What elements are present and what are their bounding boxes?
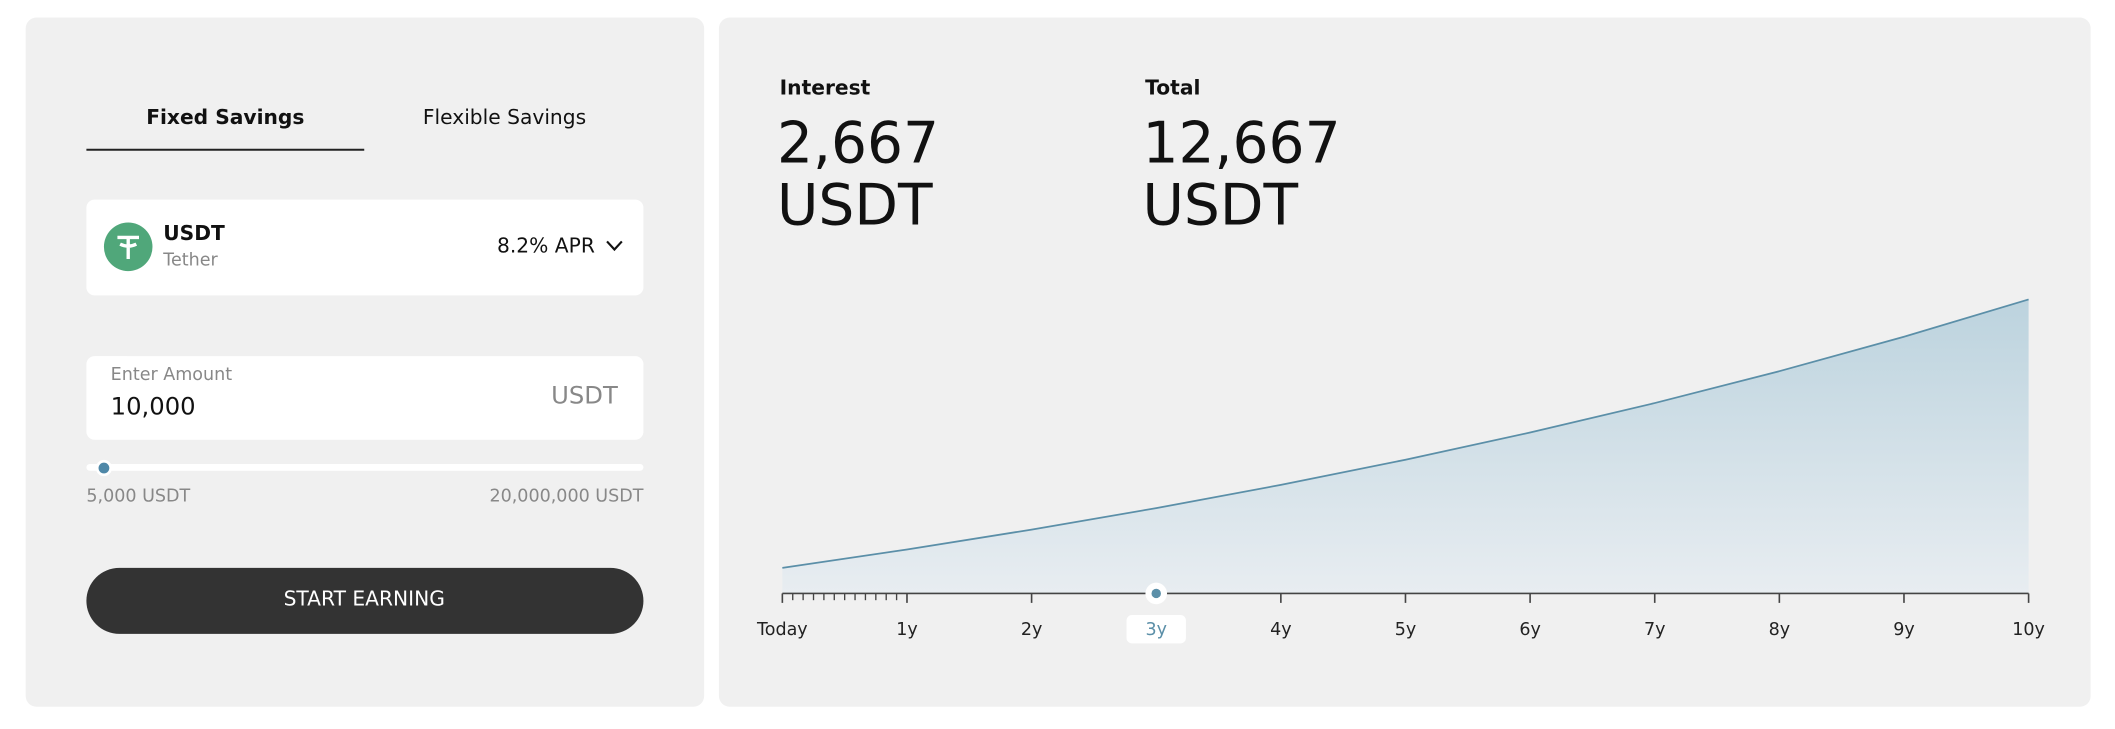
x-tick-label[interactable]: 7y <box>1644 620 1666 640</box>
x-tick-label[interactable]: Today <box>756 620 808 640</box>
area-line <box>782 298 2029 569</box>
x-tick-label[interactable]: 9y <box>1893 620 1915 640</box>
x-tick-label[interactable]: 8y <box>1769 620 1791 640</box>
interest-label: Interest <box>780 76 871 100</box>
amount-input[interactable] <box>86 356 644 440</box>
slider-max: 20,000,000 USDT <box>489 486 643 506</box>
slider-min: 5,000 USDT <box>86 486 190 506</box>
asset-symbol: USDT <box>163 221 225 245</box>
x-tick-label[interactable]: 4y <box>1270 620 1292 640</box>
total-label: Total <box>1145 76 1200 100</box>
total-value: 12,667 <box>1142 111 1340 177</box>
start-button[interactable] <box>86 567 644 634</box>
start-button-label: START EARNING <box>284 587 445 611</box>
amount-label: Enter Amount <box>111 365 233 385</box>
chevron <box>606 240 623 252</box>
asset-icon-glyph <box>117 235 140 259</box>
selected-label-bg <box>1126 615 1186 644</box>
tab[interactable]: Fixed Savings <box>146 105 304 129</box>
apr: 8.2% APR <box>497 233 595 257</box>
x-tick-label[interactable]: 6y <box>1519 620 1541 640</box>
x-tick-label[interactable]: 1y <box>896 620 918 640</box>
x-tick-label[interactable]: 2y <box>1021 620 1043 640</box>
x-tick-label[interactable]: 5y <box>1395 620 1417 640</box>
asset-select[interactable] <box>86 199 644 296</box>
area-fill <box>782 299 2029 594</box>
interest-unit: USDT <box>777 173 933 239</box>
tab[interactable]: Flexible Savings <box>423 105 586 129</box>
slider-knob[interactable] <box>95 459 113 477</box>
amount-value: 10,000 <box>111 391 196 420</box>
slider-track[interactable] <box>86 463 644 471</box>
interest-value: 2,667 <box>777 111 939 177</box>
time-handle-dot <box>1151 588 1161 599</box>
amount-unit: USDT <box>551 381 618 410</box>
x-tick-label[interactable]: 10y <box>2012 620 2045 640</box>
total-unit: USDT <box>1142 173 1298 239</box>
x-tick-label[interactable]: 3y <box>1145 620 1167 640</box>
asset-name: Tether <box>162 250 218 270</box>
